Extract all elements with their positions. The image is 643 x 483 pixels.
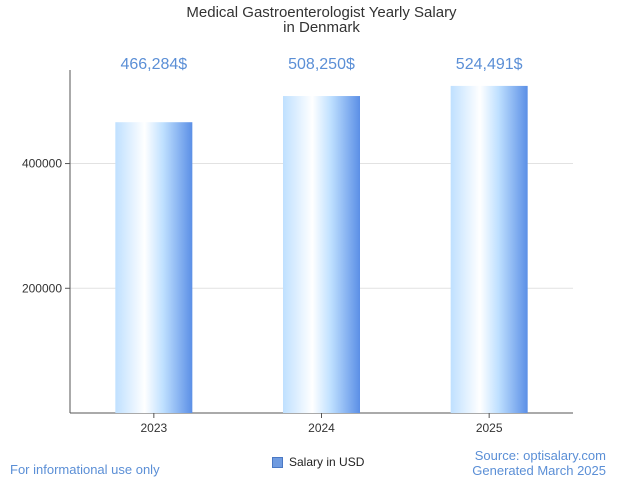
generated-text: Generated March 2025	[472, 463, 606, 478]
x-tick-label: 2024	[308, 421, 335, 435]
disclaimer-text: For informational use only	[10, 462, 160, 477]
data-label: 524,491$	[456, 56, 523, 73]
data-label: 466,284$	[120, 56, 187, 73]
y-tick-label: 400000	[22, 157, 62, 171]
x-tick-label: 2023	[140, 421, 167, 435]
bar	[450, 85, 528, 414]
y-tick-label: 200000	[22, 281, 62, 295]
source-text: Source: optisalary.com	[474, 448, 606, 463]
data-label: 508,250$	[288, 56, 355, 73]
x-tick-label: 2025	[476, 421, 503, 435]
chart-title: Medical Gastroenterologist Yearly Salary	[186, 4, 457, 21]
legend-label: Salary in USD	[289, 455, 365, 469]
legend-swatch	[272, 456, 283, 468]
chart-subtitle: in Denmark	[283, 19, 360, 36]
legend[interactable]: Salary in USD	[272, 455, 364, 469]
bar	[115, 122, 193, 413]
bar	[283, 96, 360, 414]
